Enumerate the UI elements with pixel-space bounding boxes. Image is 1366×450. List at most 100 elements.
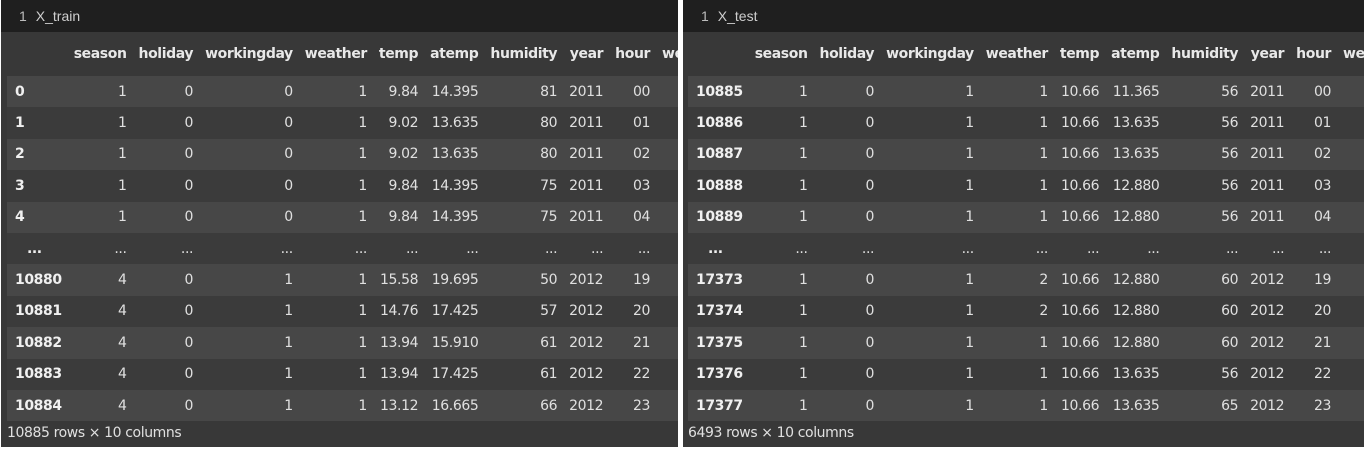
table-cell: ... <box>132 232 200 265</box>
table-cell: 13.635 <box>424 138 485 171</box>
table-cell: 16.665 <box>424 389 485 422</box>
table-cell: ... <box>563 232 610 265</box>
table-cell: 10.66 <box>1053 107 1106 139</box>
table-cell: 1 <box>748 358 814 390</box>
table-cell: 2 <box>656 358 678 390</box>
table-cell: 2012 <box>1244 327 1291 359</box>
table-cell: 0 <box>132 201 200 233</box>
table-cell: 19 <box>1290 264 1338 296</box>
table-cell: 13.635 <box>1105 138 1166 171</box>
table-cell: ... <box>484 232 564 265</box>
column-header: hour <box>615 46 651 62</box>
table-cell: 22 <box>1290 358 1338 390</box>
table-cell: 1 <box>880 358 980 390</box>
table-cell: 1 <box>67 170 133 202</box>
table-cell: 14.395 <box>424 76 485 108</box>
table-cell: 2011 <box>563 201 610 233</box>
table-cell: 60 <box>1165 264 1245 296</box>
table-cell: 10.66 <box>1053 295 1106 328</box>
table-cell: 04 <box>609 201 657 233</box>
table-cell: 1 <box>748 76 814 108</box>
table-row: ................................. <box>688 232 1364 265</box>
table-cell: 56 <box>1165 107 1245 139</box>
table-row: ................................. <box>7 232 678 265</box>
table-cell: 1 <box>979 138 1054 171</box>
row-index: ... <box>688 232 749 265</box>
table-cell: 0 <box>813 201 881 233</box>
table-cell: 15.910 <box>424 327 485 359</box>
table-cell: 2012 <box>1244 264 1291 296</box>
row-index: 10881 <box>7 295 68 328</box>
table-cell: 56 <box>1165 138 1245 171</box>
table-cell: 1 <box>979 389 1054 422</box>
table-cell: 00 <box>609 76 657 108</box>
table-cell: 2011 <box>563 138 610 171</box>
table-cell: 1 <box>298 327 373 359</box>
column-header: atemp <box>1111 46 1160 62</box>
table-cell: 0 <box>813 138 881 171</box>
table-cell: 0 <box>132 76 200 108</box>
table-cell: 17.425 <box>424 358 485 390</box>
row-index: 10880 <box>7 264 68 296</box>
table-cell: 3 <box>1337 76 1364 108</box>
table-cell: 2011 <box>1244 170 1291 202</box>
table-cell: 14.395 <box>424 201 485 233</box>
table-cell: 61 <box>484 327 564 359</box>
table-cell: ... <box>67 232 133 265</box>
column-header: hour <box>1296 46 1332 62</box>
table-cell: 10.66 <box>1053 327 1106 359</box>
table-cell: 4 <box>67 389 133 422</box>
row-index: 0 <box>7 76 68 108</box>
table-cell: 1 <box>67 201 133 233</box>
table-cell: 21 <box>609 327 657 359</box>
dataframe-table: season holiday workingday weather temp atemp h… <box>7 32 678 422</box>
column-header: workingday <box>886 46 974 62</box>
table-cell: 1 <box>748 201 814 233</box>
table-cell: 1 <box>880 389 980 422</box>
row-index: 3 <box>7 170 68 202</box>
table-cell: 60 <box>1165 295 1245 328</box>
table-cell: ... <box>1165 232 1245 265</box>
table-cell: 20 <box>609 295 657 328</box>
table-cell: 0 <box>813 170 881 202</box>
table-cell: 0 <box>1337 327 1364 359</box>
column-header: holiday <box>138 46 194 62</box>
table-cell: ... <box>1053 232 1106 265</box>
table-cell: ... <box>656 232 678 265</box>
table-cell: 80 <box>484 107 564 139</box>
table-cell: 75 <box>484 201 564 233</box>
table-cell: 9.84 <box>372 170 425 202</box>
table-cell: 1 <box>298 358 373 390</box>
row-index: 10884 <box>7 389 68 422</box>
column-header: temp <box>378 46 419 62</box>
row-index: 10887 <box>688 138 749 171</box>
table-cell: ... <box>372 232 425 265</box>
table-cell: ... <box>813 232 881 265</box>
index-header <box>7 32 68 76</box>
table-cell: 1 <box>748 327 814 359</box>
table-cell: 12.880 <box>1105 264 1166 296</box>
table-cell: 50 <box>484 264 564 296</box>
dataframe-table: season holiday workingday weather temp atemp h… <box>688 32 1364 422</box>
table-cell: 5 <box>656 107 678 139</box>
table-cell: 13.635 <box>424 107 485 139</box>
table-cell: 10.66 <box>1053 76 1106 108</box>
code-cell-header[interactable]: 1 X_train <box>1 0 678 32</box>
table-cell: ... <box>880 232 980 265</box>
table-cell: 0 <box>813 107 881 139</box>
code-cell-header[interactable]: 1 X_test <box>683 0 1364 32</box>
table-cell: 66 <box>484 389 564 422</box>
table-cell: 1 <box>979 76 1054 108</box>
table-cell: 19 <box>609 264 657 296</box>
column-header: workingday <box>205 46 293 62</box>
row-index: 10882 <box>7 327 68 359</box>
